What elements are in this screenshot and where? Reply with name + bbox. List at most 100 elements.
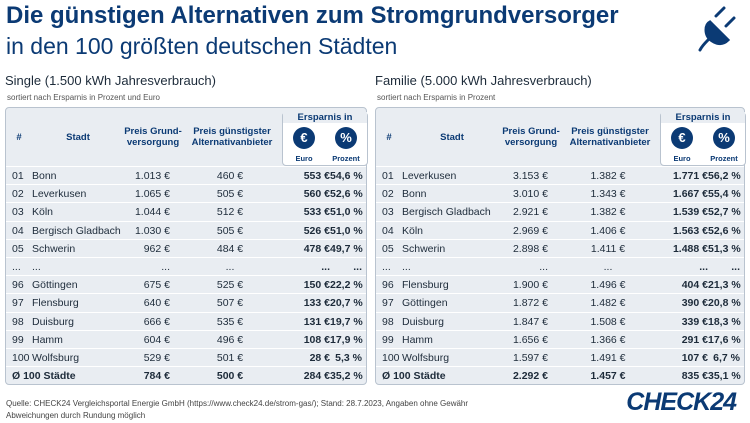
cell: Bergisch Gladbach (32, 224, 121, 237)
cell: Bonn (32, 170, 57, 182)
header-alt: Preis günstigster Alternativanbieter (191, 126, 273, 148)
cell: 640 € (143, 297, 170, 310)
table-row: 99 Hamm 1.656 € 1.366 € 291 €17,6 % (376, 329, 744, 349)
header-city: Stadt (66, 132, 90, 143)
cell: 96 (12, 279, 24, 292)
cell: Schwerin (32, 242, 76, 255)
cell: 505 € (216, 224, 244, 237)
cell: 1.900 € (512, 279, 548, 292)
cell: 505 € (216, 188, 244, 201)
header-city: Stadt (440, 132, 464, 143)
cell: Köln (32, 206, 54, 219)
cell: 1.030 € (134, 224, 170, 237)
cell: 108 € (303, 333, 330, 346)
cell: 96 (382, 279, 394, 292)
cell: 784 € (143, 370, 170, 383)
cell: 5,3 % (335, 352, 362, 364)
cell: 1.065 € (134, 188, 170, 201)
cell: 18,3 % (708, 315, 741, 328)
cell: 1.013 € (134, 170, 170, 182)
cell: 390 € (681, 297, 708, 310)
table-row: 96 Flensburg 1.900 € 1.496 € 404 €21,3 % (376, 275, 744, 294)
cell: 133 € (303, 297, 330, 310)
cell: 560 € (303, 188, 330, 201)
cell: Wolfsburg (32, 352, 80, 364)
cell: 1.563 € (672, 224, 708, 237)
cell: 604 € (143, 333, 170, 346)
table-row: 02 Bonn 3.010 € 1.343 € 1.667 €55,4 % (376, 184, 744, 203)
cell: ... (12, 261, 21, 273)
cell: 150 € (303, 279, 330, 292)
table-row: 98 Duisburg 666 € 535 € 131 €19,7 % (6, 311, 366, 331)
cell: ... (32, 261, 41, 273)
cell: ... (382, 261, 391, 273)
cell: 2.292 € (512, 370, 548, 383)
cell: Göttingen (402, 297, 448, 310)
cell: ... (603, 261, 613, 273)
cell: 460 € (216, 170, 244, 182)
cell: 1.411 € (590, 242, 626, 255)
cell: Flensburg (32, 297, 79, 310)
cell: 02 (382, 188, 394, 201)
cell: Leverkusen (402, 170, 457, 182)
cell: 97 (12, 297, 24, 310)
header-base: Preis Grund-versorgung (502, 126, 560, 148)
table: # Stadt Preis Grund-versorgung Preis günsti… (5, 107, 368, 385)
cell: 339 € (681, 315, 708, 328)
cell: 05 (12, 242, 24, 255)
cell: 1.847 € (512, 315, 548, 328)
header-alt: Preis günstigster Alternativanbieter (569, 126, 651, 148)
cell: 507 € (216, 297, 244, 310)
header-rank: # (16, 132, 22, 143)
cell: 284 € (303, 370, 330, 383)
cell: 3.010 € (512, 188, 548, 201)
cell: Köln (402, 224, 424, 237)
cell: 484 € (216, 242, 244, 255)
cell: 1.382 € (590, 206, 626, 219)
header-euro: Euro (295, 154, 313, 163)
cell: 1.044 € (134, 206, 170, 219)
cell: 500 € (216, 370, 244, 383)
cell: 17,6 % (708, 333, 741, 346)
cell: Göttingen (32, 279, 78, 292)
cell: 291 € (681, 333, 708, 346)
cell: 01 (12, 170, 24, 182)
table-row: 100 Wolfsburg 529 € 501 € 28 € 5,3 % (6, 348, 366, 367)
header-savings: Ersparnis in (283, 112, 367, 123)
cell: 02 (12, 188, 24, 201)
cell: 22,2 % (330, 279, 363, 292)
cell: Bonn (402, 188, 427, 201)
cell: Ø 100 Städte (12, 370, 76, 383)
note: Abweichungen durch Rundung möglich (6, 411, 146, 420)
cell: 20,8 % (708, 297, 741, 310)
table-row: 04 Köln 2.969 € 1.406 € 1.563 €52,6 % (376, 220, 744, 240)
logo: CHECK24 (626, 388, 737, 416)
cell: Schwerin (402, 242, 446, 255)
table-row: .................. (6, 257, 366, 276)
cell: 55,4 % (708, 188, 741, 201)
table-row: 05 Schwerin 2.898 € 1.411 € 1.488 €51,3 % (376, 238, 744, 258)
cell: 2.898 € (512, 242, 548, 255)
header-euro: Euro (673, 154, 691, 163)
cell: Flensburg (402, 279, 449, 292)
cell: 533 € (303, 206, 330, 219)
cell: 1.771 € (672, 170, 708, 182)
savings-box: Ersparnis in €% Euro Prozent (660, 112, 746, 166)
cell: 1.457 € (590, 370, 626, 383)
cell: 1.496 € (590, 279, 626, 292)
cell: 100 (12, 352, 30, 364)
cell: ... (161, 261, 170, 273)
panel-note: sortiert nach Ersparnis in Prozent (377, 93, 496, 102)
summary-row: Ø 100 Städte 2.292 € 1.457 € 835 €35,1 % (376, 366, 744, 385)
cell: 1.343 € (590, 188, 626, 201)
panel-title: Single (1.500 kWh Jahresverbrauch) (5, 73, 216, 88)
cell: 131 € (303, 315, 330, 328)
cell: 98 (12, 315, 24, 328)
cell: 04 (382, 224, 394, 237)
cell: ... (699, 261, 708, 273)
cell: 2.969 € (512, 224, 548, 237)
cell: 51,3 % (708, 242, 741, 255)
cell: ... (321, 261, 330, 273)
summary-row: Ø 100 Städte 784 € 500 € 284 €35,2 % (6, 366, 366, 385)
table-row: 04 Bergisch Gladbach 1.030 € 505 € 526 €51,0… (6, 220, 366, 240)
